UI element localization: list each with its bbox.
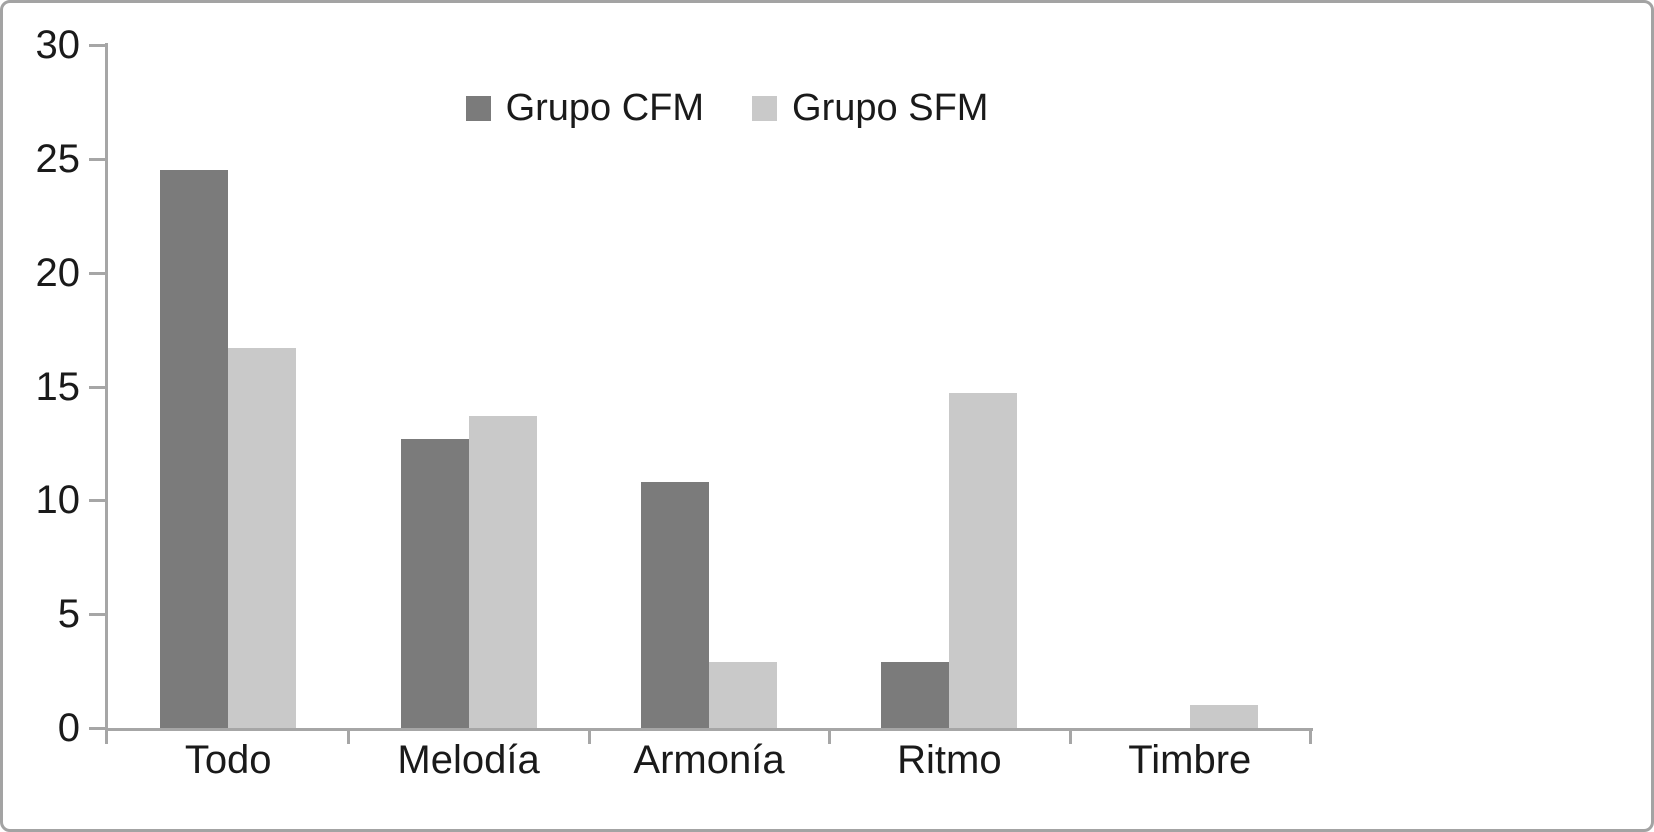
x-tick-mark — [587, 731, 591, 744]
y-tick-mark — [89, 499, 105, 503]
y-tick-mark — [89, 613, 105, 617]
x-category-label: Timbre — [1128, 738, 1252, 782]
x-category-label: Todo — [184, 738, 272, 782]
y-axis-tick-label: 0 — [57, 706, 80, 750]
x-category-label: Ritmo — [897, 738, 1002, 782]
legend-item-grupo-cfm: Grupo CFM — [465, 86, 705, 130]
y-axis-tick-label: 30 — [35, 23, 81, 67]
x-tick-mark — [828, 731, 832, 744]
y-axis-tick-label: 10 — [35, 478, 81, 523]
legend-swatch-sfm-icon — [752, 95, 778, 121]
y-axis-tick-label: 20 — [35, 250, 81, 295]
x-category-label: Melodía — [397, 738, 540, 782]
y-tick-mark — [89, 157, 105, 161]
bar-grupo-sfm-armonía — [709, 661, 777, 728]
y-tick-mark — [89, 727, 105, 730]
bar-grupo-sfm-ritmo — [949, 393, 1018, 728]
y-axis-tick-label: 15 — [35, 364, 81, 409]
x-tick-mark — [1068, 731, 1072, 744]
bar-grupo-sfm-melodía — [468, 416, 537, 728]
x-tick-mark — [105, 731, 108, 744]
bar-grupo-cfm-armonía — [641, 482, 709, 728]
legend-label-grupo-cfm: Grupo CFM — [505, 87, 705, 129]
y-axis-tick-label: 25 — [35, 136, 81, 181]
legend-item-grupo-sfm: Grupo SFM — [752, 86, 988, 130]
x-category-label: Armonía — [633, 738, 785, 782]
legend-swatch-cfm-icon — [465, 95, 491, 121]
y-tick-mark — [89, 385, 105, 389]
bar-grupo-cfm-ritmo — [881, 661, 950, 728]
x-tick-mark — [1309, 731, 1312, 744]
bar-grupo-cfm-melodía — [400, 438, 469, 728]
bar-grupo-sfm-todo — [228, 347, 297, 728]
y-tick-mark — [89, 271, 105, 275]
bar-grupo-cfm-todo — [160, 170, 229, 728]
y-tick-mark — [89, 44, 105, 47]
bar-grupo-sfm-timbre — [1189, 705, 1258, 728]
chart-legend: Grupo CFM Grupo SFM — [108, 86, 1346, 130]
x-axis-line — [105, 728, 1313, 731]
legend-label-grupo-sfm: Grupo SFM — [792, 87, 989, 129]
y-axis-tick-label: 5 — [57, 592, 80, 637]
x-tick-mark — [347, 731, 351, 744]
y-axis-line — [105, 43, 108, 731]
